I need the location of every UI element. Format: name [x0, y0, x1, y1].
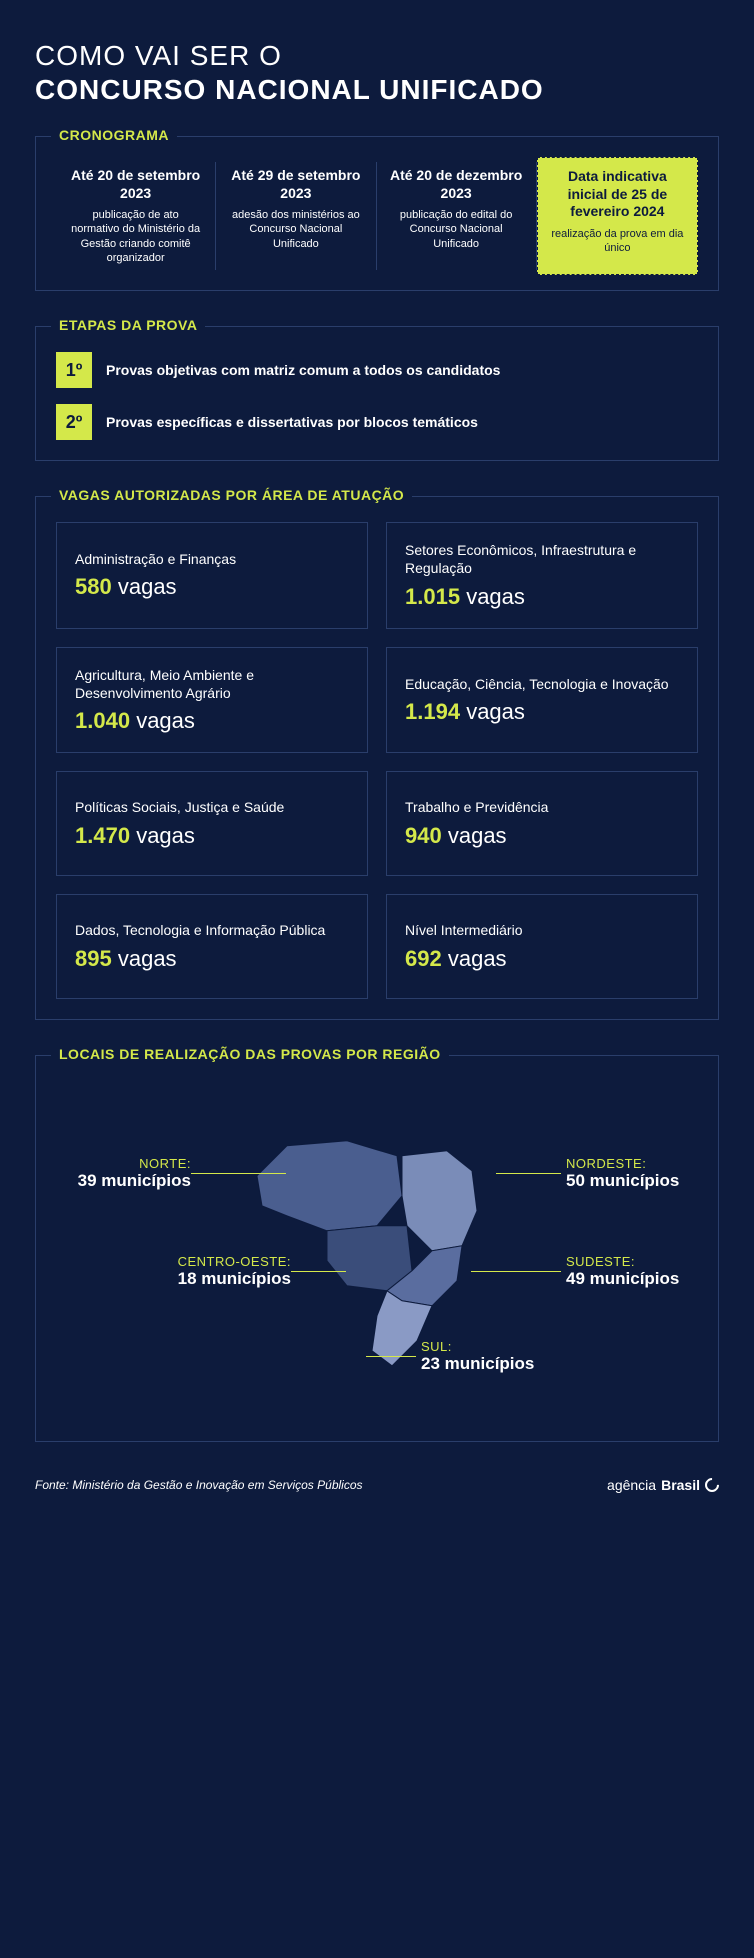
- vaga-unit: vagas: [118, 574, 177, 599]
- region-count: 23 municípios: [421, 1354, 534, 1374]
- vaga-num: 940: [405, 823, 442, 848]
- vaga-unit: vagas: [466, 584, 525, 609]
- footer: Fonte: Ministério da Gestão e Inovação e…: [35, 1477, 719, 1493]
- cron-desc: publicação de ato normativo do Ministéri…: [68, 208, 203, 265]
- region-count: 50 municípios: [566, 1171, 679, 1191]
- vaga-label: Administração e Finanças: [75, 550, 349, 568]
- locais-content: NORTE: 39 municípios NORDESTE: 50 municí…: [56, 1081, 698, 1421]
- vaga-unit: vagas: [136, 823, 195, 848]
- connector: [471, 1271, 561, 1272]
- vaga-num: 1.015: [405, 584, 460, 609]
- vaga-value: 1.194 vagas: [405, 699, 679, 725]
- vagas-title: VAGAS AUTORIZADAS POR ÁREA DE ATUAÇÃO: [51, 487, 412, 503]
- vaga-label: Educação, Ciência, Tecnologia e Inovação: [405, 675, 679, 693]
- brand-circle-icon: [702, 1475, 722, 1495]
- vaga-num: 895: [75, 946, 112, 971]
- etapas-title: ETAPAS DA PROVA: [51, 317, 205, 333]
- cron-item: Até 29 de setembro 2023 adesão dos minis…: [216, 162, 376, 270]
- vaga-value: 940 vagas: [405, 823, 679, 849]
- region-name: CENTRO-OESTE:: [151, 1254, 291, 1269]
- connector: [191, 1173, 286, 1174]
- vaga-num: 1.040: [75, 708, 130, 733]
- cron-item-highlight: Data indicativa inicial de 25 de feverei…: [537, 157, 698, 275]
- cronograma-grid: Até 20 de setembro 2023 publicação de at…: [56, 162, 698, 270]
- region-name: SUDESTE:: [566, 1254, 679, 1269]
- etapa-num-badge: 1º: [56, 352, 92, 388]
- region-nordeste: NORDESTE: 50 municípios: [566, 1156, 679, 1191]
- vaga-box: Políticas Sociais, Justiça e Saúde 1.470…: [56, 771, 368, 876]
- region-centro-oeste: CENTRO-OESTE: 18 municípios: [151, 1254, 291, 1289]
- region-sudeste: SUDESTE: 49 municípios: [566, 1254, 679, 1289]
- cron-date: Data indicativa inicial de 25 de feverei…: [550, 168, 685, 221]
- vaga-label: Políticas Sociais, Justiça e Saúde: [75, 798, 349, 816]
- vaga-box: Agricultura, Meio Ambiente e Desenvolvim…: [56, 647, 368, 753]
- vagas-grid: Administração e Finanças 580 vagas Setor…: [56, 522, 698, 999]
- vaga-box: Nível Intermediário 692 vagas: [386, 894, 698, 999]
- connector: [291, 1271, 346, 1272]
- vaga-num: 580: [75, 574, 112, 599]
- cron-desc: realização da prova em dia único: [550, 227, 685, 256]
- vaga-value: 580 vagas: [75, 574, 349, 600]
- vaga-unit: vagas: [466, 699, 525, 724]
- region-count: 49 municípios: [566, 1269, 679, 1289]
- vaga-value: 1.470 vagas: [75, 823, 349, 849]
- vaga-num: 692: [405, 946, 442, 971]
- vaga-value: 895 vagas: [75, 946, 349, 972]
- vaga-box: Administração e Finanças 580 vagas: [56, 522, 368, 628]
- vaga-unit: vagas: [136, 708, 195, 733]
- vaga-value: 1.015 vagas: [405, 584, 679, 610]
- vaga-box: Dados, Tecnologia e Informação Pública 8…: [56, 894, 368, 999]
- vaga-unit: vagas: [448, 823, 507, 848]
- brand-strong: Brasil: [661, 1477, 700, 1493]
- vaga-unit: vagas: [448, 946, 507, 971]
- cronograma-section: CRONOGRAMA Até 20 de setembro 2023 publi…: [35, 136, 719, 291]
- region-sul: SUL: 23 municípios: [421, 1339, 534, 1374]
- header-line1: COMO VAI SER O: [35, 40, 719, 72]
- region-count: 18 municípios: [151, 1269, 291, 1289]
- etapa-text: Provas objetivas com matriz comum a todo…: [106, 362, 500, 378]
- vaga-label: Setores Econômicos, Infraestrutura e Reg…: [405, 541, 679, 577]
- cron-item: Até 20 de dezembro 2023 publicação do ed…: [377, 162, 537, 270]
- header-line2: CONCURSO NACIONAL UNIFICADO: [35, 74, 719, 106]
- vaga-box: Educação, Ciência, Tecnologia e Inovação…: [386, 647, 698, 753]
- region-name: NORTE:: [76, 1156, 191, 1171]
- vaga-value: 1.040 vagas: [75, 708, 349, 734]
- cron-desc: publicação do edital do Concurso Naciona…: [389, 208, 524, 251]
- etapas-section: ETAPAS DA PROVA 1º Provas objetivas com …: [35, 326, 719, 461]
- cron-date: Até 20 de dezembro 2023: [389, 167, 524, 202]
- cron-item: Até 20 de setembro 2023 publicação de at…: [56, 162, 216, 270]
- etapa-row: 2º Provas específicas e dissertativas po…: [56, 404, 698, 440]
- vaga-box: Trabalho e Previdência 940 vagas: [386, 771, 698, 876]
- connector: [496, 1173, 561, 1174]
- vaga-label: Trabalho e Previdência: [405, 798, 679, 816]
- cronograma-title: CRONOGRAMA: [51, 127, 177, 143]
- cron-date: Até 29 de setembro 2023: [228, 167, 363, 202]
- brazil-map-icon: [237, 1116, 517, 1376]
- vaga-label: Dados, Tecnologia e Informação Pública: [75, 921, 349, 939]
- locais-section: LOCAIS DE REALIZAÇÃO DAS PROVAS POR REGI…: [35, 1055, 719, 1442]
- region-count: 39 municípios: [76, 1171, 191, 1191]
- vaga-unit: vagas: [118, 946, 177, 971]
- vaga-label: Nível Intermediário: [405, 921, 679, 939]
- vaga-label: Agricultura, Meio Ambiente e Desenvolvim…: [75, 666, 349, 702]
- region-norte: NORTE: 39 municípios: [76, 1156, 191, 1191]
- vaga-box: Setores Econômicos, Infraestrutura e Reg…: [386, 522, 698, 628]
- etapa-row: 1º Provas objetivas com matriz comum a t…: [56, 352, 698, 388]
- vaga-num: 1.470: [75, 823, 130, 848]
- vaga-num: 1.194: [405, 699, 460, 724]
- header: COMO VAI SER O CONCURSO NACIONAL UNIFICA…: [35, 40, 719, 106]
- cron-date: Até 20 de setembro 2023: [68, 167, 203, 202]
- vaga-value: 692 vagas: [405, 946, 679, 972]
- etapa-text: Provas específicas e dissertativas por b…: [106, 414, 478, 430]
- etapa-num-badge: 2º: [56, 404, 92, 440]
- locais-title: LOCAIS DE REALIZAÇÃO DAS PROVAS POR REGI…: [51, 1046, 449, 1062]
- region-name: NORDESTE:: [566, 1156, 679, 1171]
- connector: [366, 1356, 416, 1357]
- vagas-section: VAGAS AUTORIZADAS POR ÁREA DE ATUAÇÃO Ad…: [35, 496, 719, 1020]
- brand-logo: agência Brasil: [607, 1477, 719, 1493]
- cron-desc: adesão dos ministérios ao Concurso Nacio…: [228, 208, 363, 251]
- region-name: SUL:: [421, 1339, 534, 1354]
- brand-light: agência: [607, 1477, 656, 1493]
- source-text: Fonte: Ministério da Gestão e Inovação e…: [35, 1478, 363, 1492]
